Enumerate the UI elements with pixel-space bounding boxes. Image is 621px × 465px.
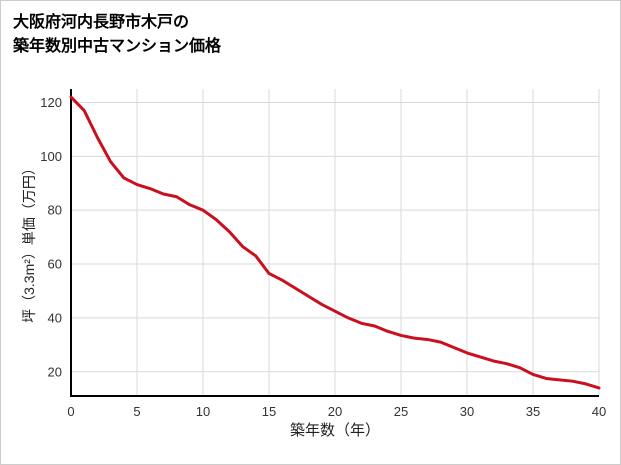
axes [70, 89, 599, 397]
svg-text:60: 60 [48, 257, 62, 272]
svg-text:40: 40 [592, 404, 606, 419]
y-tick-labels: 20 40 60 80 100 120 [40, 95, 62, 379]
svg-text:5: 5 [133, 404, 140, 419]
chart-title-line-1: 大阪府河内長野市木戸の [13, 14, 190, 31]
price-line [69, 95, 601, 390]
svg-text:20: 20 [48, 364, 62, 379]
svg-text:10: 10 [196, 404, 210, 419]
svg-text:15: 15 [262, 404, 276, 419]
chart-title: 大阪府河内長野市木戸の 築年数別中古マンション価格 [13, 11, 221, 59]
svg-text:25: 25 [394, 404, 408, 419]
x-tick-labels: 0 5 10 15 20 25 30 35 40 [67, 404, 606, 419]
svg-text:40: 40 [48, 310, 62, 325]
svg-text:35: 35 [526, 404, 540, 419]
svg-text:120: 120 [40, 95, 62, 110]
gridlines [71, 89, 600, 396]
chart-title-line-2: 築年数別中古マンション価格 [13, 38, 222, 55]
svg-text:0: 0 [67, 404, 74, 419]
svg-text:100: 100 [40, 149, 62, 164]
svg-text:20: 20 [328, 404, 342, 419]
x-axis-label: 築年数（年） [289, 422, 380, 439]
svg-text:80: 80 [48, 203, 62, 218]
y-axis-label: 坪（3.3m²）単価（万円） [21, 161, 37, 323]
svg-text:30: 30 [460, 404, 474, 419]
